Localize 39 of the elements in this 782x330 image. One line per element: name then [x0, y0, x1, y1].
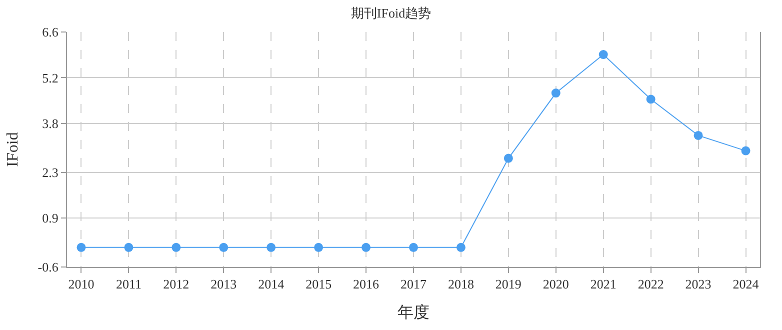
chart-title: 期刊IFoid趋势	[350, 5, 432, 20]
y-tick-label: 6.6	[42, 24, 59, 40]
point	[219, 242, 228, 252]
x-tick-label: 2011	[116, 276, 142, 292]
x-tick-label: 2019	[495, 276, 522, 292]
x-tick-label: 2023	[685, 276, 712, 292]
y-tick-label: 3.8	[42, 116, 58, 131]
x-axis-title: 年度	[398, 303, 430, 322]
x-tick-label: 2010	[68, 276, 94, 292]
x-tick-label: 2014	[258, 276, 285, 292]
point	[124, 242, 134, 252]
point	[172, 242, 181, 252]
point	[741, 146, 750, 156]
x-tick-label: 2022	[638, 276, 664, 292]
point	[456, 242, 466, 252]
x-tick-label: 2013	[210, 276, 237, 292]
y-tick-label: 0.9	[42, 210, 58, 226]
y-tick-label: 5.2	[42, 70, 58, 86]
point	[362, 242, 371, 252]
y-tick-label: 2.3	[42, 164, 58, 180]
point	[646, 94, 656, 104]
y-axis-title: IFoid	[4, 132, 22, 167]
point	[409, 242, 418, 252]
x-tick-label: 2018	[448, 276, 474, 292]
point	[266, 242, 276, 252]
point	[694, 130, 703, 140]
point	[598, 50, 608, 60]
point	[504, 154, 513, 163]
y-tick-label: -0.6	[38, 260, 59, 275]
x-tick-label: 2017	[400, 276, 427, 292]
x-tick-label: 2012	[163, 276, 190, 292]
point	[76, 242, 86, 252]
x-tick-label: 2016	[353, 276, 380, 292]
x-tick-label: 2024	[732, 276, 760, 292]
x-tick-label: 2020	[542, 276, 569, 292]
point	[314, 242, 324, 252]
x-tick-label: 2021	[590, 276, 616, 292]
x-tick-label: 2015	[306, 276, 332, 292]
point	[551, 88, 560, 98]
